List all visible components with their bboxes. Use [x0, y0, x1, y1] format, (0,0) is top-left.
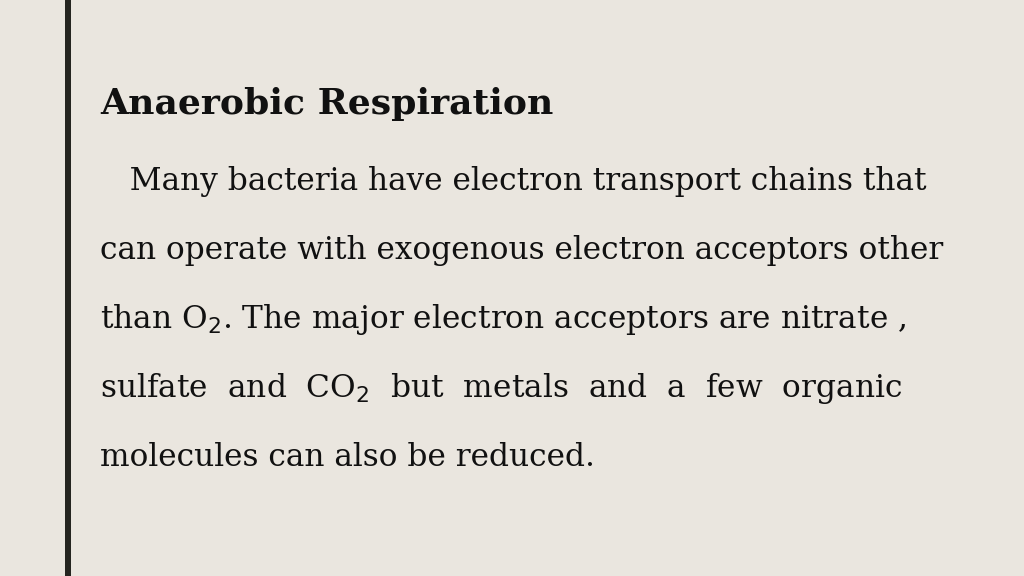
Text: sulfate  and  CO$_2$  but  metals  and  a  few  organic: sulfate and CO$_2$ but metals and a few … [100, 372, 903, 406]
Text: molecules can also be reduced.: molecules can also be reduced. [100, 442, 595, 473]
Text: Anaerobic Respiration: Anaerobic Respiration [100, 86, 554, 121]
Bar [65, 0, 71, 576]
Text: can operate with exogenous electron acceptors other: can operate with exogenous electron acce… [100, 235, 943, 266]
Text: Many bacteria have electron transport chains that: Many bacteria have electron transport ch… [100, 166, 927, 197]
Text: than O$_2$. The major electron acceptors are nitrate ,: than O$_2$. The major electron acceptors… [100, 302, 906, 337]
